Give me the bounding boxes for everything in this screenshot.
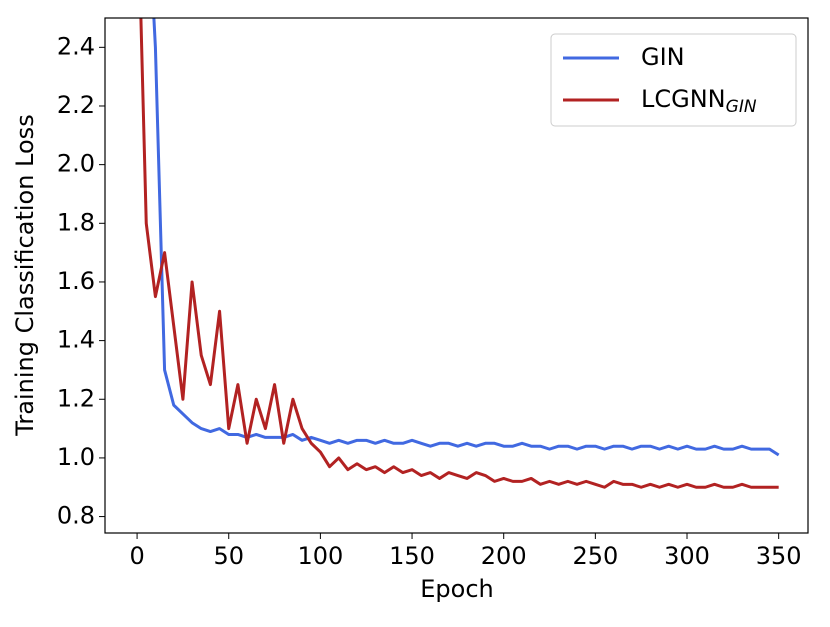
y-tick-label: 2.0 [57, 150, 95, 178]
x-tick-label: 50 [213, 542, 244, 570]
axes-frame [104, 17, 809, 534]
legend-label: GIN [641, 43, 685, 71]
x-tick-label: 150 [389, 542, 435, 570]
x-tick-label: 350 [756, 542, 802, 570]
x-tick-label: 100 [297, 542, 343, 570]
x-tick-label: 250 [572, 542, 618, 570]
y-tick-label: 1.6 [57, 267, 95, 295]
y-tick-label: 1.4 [57, 326, 95, 354]
x-tick-label: 0 [129, 542, 144, 570]
y-tick-label: 1.0 [57, 443, 95, 471]
y-tick-label: 0.8 [57, 502, 95, 530]
x-tick-label: 200 [481, 542, 527, 570]
series-line [139, 18, 779, 489]
plot-area [139, 18, 780, 489]
x-axis-label: Epoch [420, 575, 494, 603]
series-line [152, 18, 780, 457]
legend-label-text: LCGNN [641, 85, 726, 113]
y-tick-label: 1.8 [57, 208, 95, 236]
legend-label-subscript: GIN [726, 97, 757, 117]
y-tick-label: 1.2 [57, 384, 95, 412]
legend-label: LCGNNGIN [641, 85, 757, 117]
y-tick-label: 2.4 [57, 32, 95, 60]
legend-label-text: GIN [641, 43, 685, 71]
y-axis-label: Training Classification Loss [11, 114, 39, 436]
x-tick-label: 300 [664, 542, 710, 570]
y-tick-label: 2.2 [57, 91, 95, 119]
